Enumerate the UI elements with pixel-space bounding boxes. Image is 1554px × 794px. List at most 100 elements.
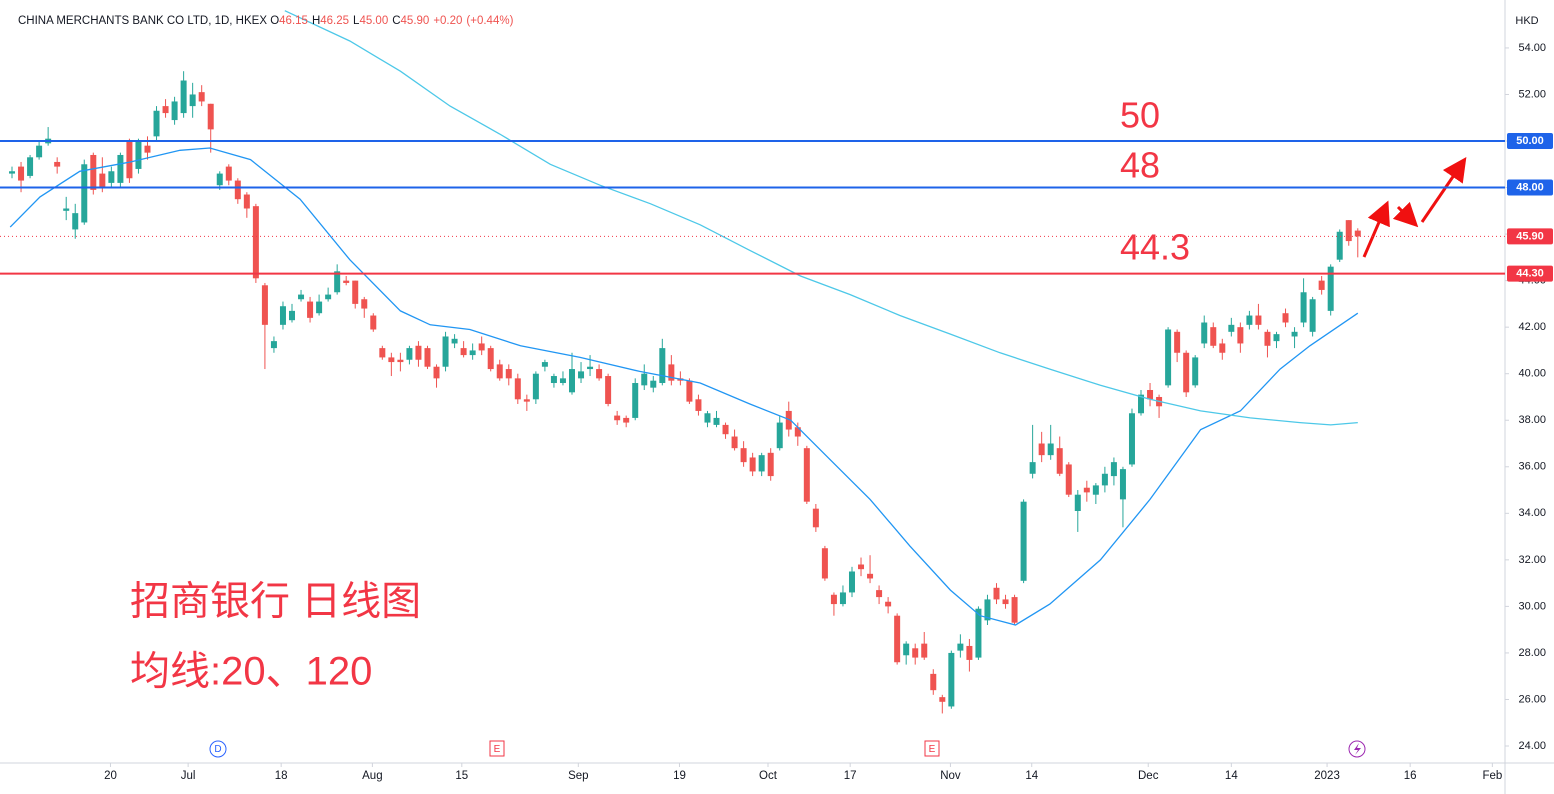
candle-body bbox=[478, 343, 485, 351]
x-tick-label: Nov bbox=[940, 770, 961, 782]
candle-body bbox=[9, 171, 16, 174]
arrow bbox=[1420, 157, 1467, 223]
x-tick-label: 18 bbox=[275, 770, 288, 782]
candle-body bbox=[36, 145, 43, 158]
x-tick-label: 14 bbox=[1225, 770, 1238, 782]
candle-body bbox=[343, 280, 350, 283]
candle-body bbox=[1047, 443, 1054, 456]
x-tick-label: Oct bbox=[759, 770, 778, 782]
candle-body bbox=[460, 348, 467, 356]
candle-body bbox=[740, 448, 747, 463]
x-tick-label: 16 bbox=[1404, 770, 1417, 782]
candle-body bbox=[867, 573, 874, 579]
candle-body bbox=[279, 306, 286, 325]
moving-average bbox=[9, 147, 1359, 626]
candle-body bbox=[532, 373, 539, 400]
price-label-bg bbox=[1507, 133, 1553, 150]
candle-body bbox=[144, 145, 151, 153]
candle-body bbox=[695, 399, 702, 411]
candle-body bbox=[1147, 389, 1154, 400]
candle-body bbox=[270, 341, 277, 349]
candle-body bbox=[1273, 334, 1280, 342]
candle-body bbox=[632, 383, 639, 418]
annotation: 44.3 bbox=[1120, 227, 1190, 268]
candle-body bbox=[785, 410, 792, 430]
candle-body bbox=[126, 141, 133, 179]
candle-body bbox=[415, 345, 422, 360]
candle-body bbox=[1210, 327, 1217, 346]
candle-body bbox=[1138, 394, 1145, 414]
candle-body bbox=[496, 364, 503, 379]
arrow bbox=[1362, 200, 1390, 258]
candle-body bbox=[1300, 292, 1307, 323]
candle-body bbox=[289, 310, 296, 321]
candle-body bbox=[63, 208, 70, 211]
candle-body bbox=[1029, 462, 1036, 474]
y-tick-label: 24.00 bbox=[1518, 740, 1546, 752]
arrow bbox=[1392, 201, 1419, 228]
candle-body bbox=[559, 378, 566, 384]
candle-body bbox=[641, 373, 648, 386]
candle-body bbox=[81, 164, 88, 223]
candle-body bbox=[1327, 266, 1334, 311]
candle-body bbox=[1119, 469, 1126, 500]
candle-body bbox=[54, 161, 61, 167]
price-label: 50.00 bbox=[1516, 135, 1544, 147]
candle-body bbox=[1345, 220, 1352, 242]
x-tick-label: 19 bbox=[673, 770, 686, 782]
candle-body bbox=[1002, 599, 1009, 605]
candle-body bbox=[1165, 329, 1172, 386]
event-marker-bg bbox=[924, 740, 940, 757]
candle-body bbox=[72, 213, 79, 230]
candle-body bbox=[1219, 343, 1226, 353]
candle-body bbox=[885, 601, 892, 607]
candle-body bbox=[189, 94, 196, 107]
candle-body bbox=[1264, 331, 1271, 346]
x-tick-label: 17 bbox=[844, 770, 857, 782]
candle-body bbox=[568, 369, 575, 393]
candle-body bbox=[668, 364, 675, 381]
candle-body bbox=[659, 348, 666, 384]
x-tick-label: Jul bbox=[181, 770, 196, 782]
candle-body bbox=[18, 166, 25, 181]
candle-body bbox=[298, 294, 305, 300]
candle-body bbox=[749, 457, 756, 472]
candle-body bbox=[939, 697, 946, 702]
x-tick-label: 2023 bbox=[1314, 770, 1340, 782]
candle-body bbox=[451, 338, 458, 344]
price-label: 48.00 bbox=[1516, 181, 1544, 193]
candle-body bbox=[171, 101, 178, 121]
candle-body bbox=[234, 180, 241, 200]
candle-body bbox=[180, 80, 187, 114]
candle-body bbox=[821, 548, 828, 579]
candle-body bbox=[90, 154, 97, 190]
candle-body bbox=[225, 166, 232, 181]
candle-body bbox=[108, 171, 115, 183]
event-marker-bg bbox=[489, 740, 505, 757]
candle-body bbox=[1309, 299, 1316, 332]
candle-body bbox=[117, 154, 124, 183]
candle-body bbox=[731, 436, 738, 449]
candle-body bbox=[1038, 443, 1045, 456]
candle-body bbox=[1336, 231, 1343, 260]
candle-body bbox=[397, 359, 404, 363]
candle-body bbox=[469, 350, 476, 356]
y-tick-label: 34.00 bbox=[1518, 507, 1546, 519]
o-label: O bbox=[270, 15, 280, 27]
candle-body bbox=[587, 366, 594, 370]
candle-body bbox=[713, 417, 720, 425]
candle-body bbox=[243, 194, 250, 209]
annotation: 招商银行 日线图 bbox=[130, 580, 421, 624]
plot-area bbox=[9, 10, 1361, 714]
y-tick-label: 54.00 bbox=[1518, 42, 1546, 54]
candle-body bbox=[903, 643, 910, 656]
candle-body bbox=[776, 422, 783, 449]
candle-body bbox=[207, 103, 214, 130]
arrows bbox=[1362, 157, 1467, 258]
annotation: 48 bbox=[1120, 145, 1160, 186]
candle-body bbox=[1237, 327, 1244, 344]
candle-body bbox=[1074, 494, 1081, 511]
candle-body bbox=[623, 417, 630, 423]
